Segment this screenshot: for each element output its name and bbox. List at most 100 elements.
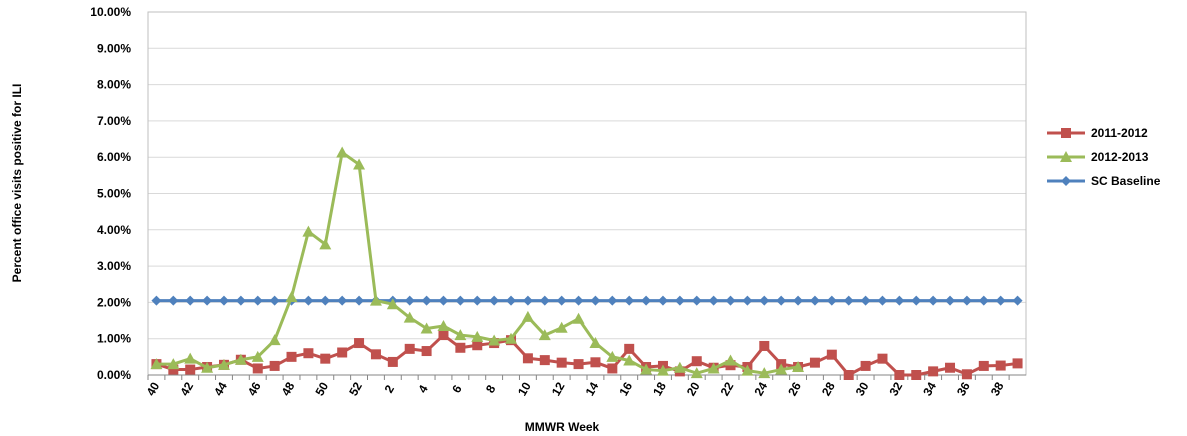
data-point xyxy=(843,295,854,306)
y-tick-label: 0.00% xyxy=(97,368,131,382)
data-point xyxy=(775,363,788,375)
data-point xyxy=(185,295,196,306)
series-line xyxy=(155,333,1018,377)
series-2011-2012 xyxy=(151,330,1023,380)
data-point xyxy=(420,322,433,334)
data-point xyxy=(590,357,601,368)
x-tick-label: 34 xyxy=(920,379,939,398)
y-tick-label: 6.00% xyxy=(97,150,131,164)
data-point xyxy=(202,295,213,306)
data-point xyxy=(556,357,567,368)
x-tick-label: 24 xyxy=(751,379,770,398)
legend-marker xyxy=(1061,128,1071,138)
data-point xyxy=(521,310,534,322)
data-point xyxy=(945,362,956,373)
data-point xyxy=(961,295,972,306)
y-tick-label: 9.00% xyxy=(97,41,131,55)
data-point xyxy=(455,342,466,353)
data-point xyxy=(151,295,162,306)
x-tick-label: 42 xyxy=(177,379,196,398)
data-point xyxy=(302,225,315,237)
data-point xyxy=(995,360,1006,371)
data-point xyxy=(894,295,905,306)
y-tick-label: 2.00% xyxy=(97,295,131,309)
data-point xyxy=(624,295,635,306)
data-point xyxy=(454,329,467,341)
y-tick-label: 3.00% xyxy=(97,259,131,273)
data-point xyxy=(489,295,500,306)
data-point xyxy=(201,361,214,373)
data-point xyxy=(505,332,518,344)
data-point xyxy=(809,357,820,368)
data-point xyxy=(759,295,770,306)
data-point xyxy=(235,295,246,306)
data-point xyxy=(1012,295,1023,306)
y-tick-label: 10.00% xyxy=(90,5,131,19)
data-point xyxy=(472,295,483,306)
x-tick-label: 10 xyxy=(515,379,534,398)
data-point xyxy=(251,350,264,362)
data-point xyxy=(421,346,432,357)
data-point xyxy=(234,353,247,365)
data-point xyxy=(826,295,837,306)
data-point xyxy=(437,319,450,331)
y-tick-label: 1.00% xyxy=(97,332,131,346)
data-point xyxy=(724,354,737,366)
series-layer xyxy=(150,146,1023,380)
x-tick-label: 16 xyxy=(616,379,635,398)
data-point xyxy=(809,295,820,306)
data-point xyxy=(387,356,398,367)
legend-marker xyxy=(1060,151,1072,162)
data-point xyxy=(252,363,263,374)
x-tick-label: 26 xyxy=(785,379,804,398)
data-point xyxy=(843,370,854,380)
data-point xyxy=(522,353,533,364)
data-point xyxy=(911,370,922,380)
x-tick-label: 18 xyxy=(650,379,669,398)
data-point xyxy=(572,312,585,324)
legend: 2011-2012 2012-2013 SC Baseline xyxy=(1047,126,1161,188)
data-point xyxy=(285,290,298,302)
data-point xyxy=(792,361,805,373)
data-point xyxy=(217,358,230,370)
x-tick-label: 32 xyxy=(886,379,905,398)
data-point xyxy=(860,295,871,306)
data-point xyxy=(150,358,163,370)
x-tick-label: 44 xyxy=(211,379,230,398)
data-point xyxy=(303,295,314,306)
data-point xyxy=(995,295,1006,306)
x-tick-label: 12 xyxy=(549,379,568,398)
data-point xyxy=(471,330,484,342)
x-tick-label: 36 xyxy=(954,379,973,398)
data-point xyxy=(624,343,635,354)
data-point xyxy=(742,295,753,306)
data-point xyxy=(674,295,685,306)
gridlines xyxy=(148,11,1026,340)
data-point xyxy=(961,369,972,380)
data-point xyxy=(184,352,197,364)
data-point xyxy=(589,337,602,349)
data-point xyxy=(690,367,703,379)
y-tick-label: 4.00% xyxy=(97,223,131,237)
legend-label: 2011-2012 xyxy=(1091,126,1148,140)
x-tick-label: 6 xyxy=(449,382,465,395)
x-tick-label: 4 xyxy=(415,382,431,395)
data-point xyxy=(539,355,550,366)
data-point xyxy=(826,349,837,360)
data-point xyxy=(555,321,568,333)
data-point xyxy=(978,295,989,306)
data-point xyxy=(269,360,280,371)
x-tick-label: 8 xyxy=(483,382,499,395)
data-point xyxy=(911,295,922,306)
data-point xyxy=(286,351,297,362)
x-tick-label: 40 xyxy=(144,379,163,398)
data-point xyxy=(656,364,669,376)
x-tick-label: 48 xyxy=(279,379,298,398)
data-point xyxy=(488,334,501,346)
x-tick-label: 20 xyxy=(684,379,703,398)
data-point xyxy=(691,295,702,306)
data-point xyxy=(707,362,720,374)
data-point xyxy=(269,295,280,306)
data-point xyxy=(319,238,332,250)
data-point xyxy=(945,295,956,306)
